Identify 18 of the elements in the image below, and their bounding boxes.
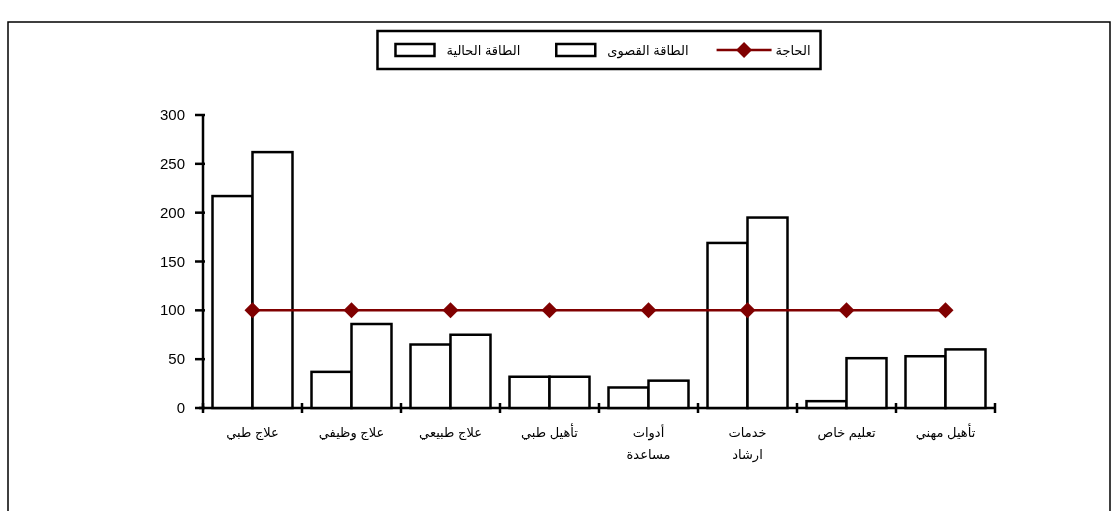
legend-label: الطاقة الحالية — [446, 43, 521, 58]
y-tick-label: 200 — [159, 203, 185, 221]
y-tick-label: 50 — [168, 350, 185, 368]
y-tick-label: 100 — [159, 301, 185, 319]
x-tick-label: علاج وظيفي — [318, 425, 385, 441]
legend-label: الحاجة — [775, 43, 811, 58]
x-tick-label: علاج طبيعي — [419, 425, 482, 441]
x-tick-label: تأهيل مهني — [915, 423, 976, 441]
y-tick-label: 300 — [159, 106, 185, 123]
x-tick-label: تأهيل طبي — [521, 423, 579, 440]
x-tick-label: تعليم خاص — [817, 425, 876, 441]
x-tick-label: أدوات مساعدة — [626, 424, 671, 462]
y-tick-label: 0 — [176, 399, 185, 416]
y-tick-label: 150 — [159, 252, 185, 270]
x-tick-label: خدمات ارشاد — [728, 425, 767, 463]
y-tick-label: 250 — [159, 154, 185, 172]
x-tick-label: علاج طبي — [226, 425, 279, 441]
legend-label: الطاقة القصوى — [607, 43, 689, 59]
